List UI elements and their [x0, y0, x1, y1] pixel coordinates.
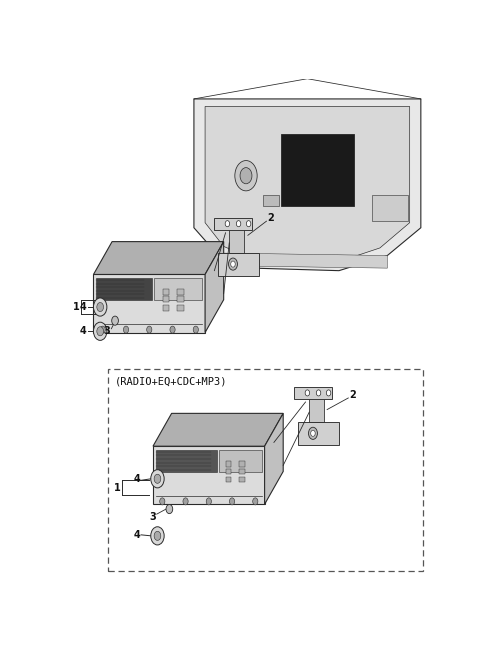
- Polygon shape: [226, 461, 231, 466]
- Circle shape: [229, 498, 235, 505]
- Polygon shape: [177, 289, 184, 295]
- Polygon shape: [163, 297, 169, 302]
- Polygon shape: [226, 477, 231, 482]
- Circle shape: [112, 316, 119, 325]
- Text: 1: 1: [114, 483, 121, 493]
- Circle shape: [170, 326, 175, 333]
- Polygon shape: [229, 230, 244, 253]
- Polygon shape: [156, 450, 217, 472]
- Circle shape: [231, 261, 235, 267]
- Polygon shape: [177, 305, 184, 311]
- Text: (RADIO+EQ+CDC+MP3): (RADIO+EQ+CDC+MP3): [115, 377, 228, 386]
- Circle shape: [316, 390, 321, 396]
- Polygon shape: [281, 134, 354, 206]
- Polygon shape: [96, 278, 152, 300]
- Polygon shape: [219, 450, 262, 472]
- Circle shape: [94, 322, 107, 340]
- Circle shape: [311, 430, 315, 436]
- Circle shape: [97, 302, 104, 312]
- Text: 4: 4: [80, 302, 87, 312]
- Circle shape: [154, 531, 161, 541]
- Circle shape: [193, 326, 198, 333]
- Circle shape: [154, 474, 161, 483]
- Circle shape: [246, 220, 251, 227]
- Polygon shape: [239, 477, 245, 482]
- Text: 4: 4: [133, 474, 140, 483]
- Polygon shape: [298, 422, 339, 445]
- Polygon shape: [153, 446, 264, 504]
- Circle shape: [235, 161, 257, 191]
- Polygon shape: [153, 413, 283, 446]
- Polygon shape: [194, 99, 421, 271]
- Polygon shape: [239, 461, 245, 466]
- Polygon shape: [216, 253, 387, 268]
- Text: 2: 2: [349, 390, 356, 400]
- Circle shape: [252, 498, 258, 505]
- Circle shape: [160, 498, 165, 505]
- Text: 4: 4: [80, 326, 87, 337]
- Text: 3: 3: [104, 326, 110, 336]
- Polygon shape: [263, 195, 279, 206]
- Circle shape: [97, 327, 104, 336]
- Polygon shape: [264, 413, 283, 504]
- Polygon shape: [205, 106, 410, 262]
- Circle shape: [166, 504, 173, 514]
- Polygon shape: [94, 241, 224, 274]
- Circle shape: [206, 498, 211, 505]
- Circle shape: [100, 326, 106, 333]
- Polygon shape: [154, 278, 203, 300]
- Circle shape: [225, 220, 229, 227]
- Polygon shape: [177, 297, 184, 302]
- Circle shape: [123, 326, 129, 333]
- Circle shape: [305, 390, 310, 396]
- Polygon shape: [309, 400, 324, 422]
- Polygon shape: [226, 469, 231, 474]
- Polygon shape: [163, 305, 169, 311]
- Polygon shape: [215, 218, 252, 230]
- Polygon shape: [163, 289, 169, 295]
- Circle shape: [309, 427, 317, 440]
- Text: 3: 3: [149, 512, 156, 522]
- Circle shape: [151, 470, 164, 488]
- Circle shape: [326, 390, 331, 396]
- Polygon shape: [294, 387, 332, 400]
- Polygon shape: [372, 195, 408, 221]
- Text: 1: 1: [72, 302, 79, 312]
- Circle shape: [151, 527, 164, 545]
- Text: 4: 4: [133, 530, 140, 540]
- Circle shape: [147, 326, 152, 333]
- Circle shape: [228, 258, 238, 270]
- Polygon shape: [239, 469, 245, 474]
- Circle shape: [183, 498, 188, 505]
- Text: 2: 2: [267, 213, 274, 223]
- Polygon shape: [94, 274, 205, 333]
- Circle shape: [240, 168, 252, 184]
- Circle shape: [94, 298, 107, 316]
- Polygon shape: [218, 253, 259, 276]
- Circle shape: [236, 220, 241, 227]
- Polygon shape: [205, 241, 224, 333]
